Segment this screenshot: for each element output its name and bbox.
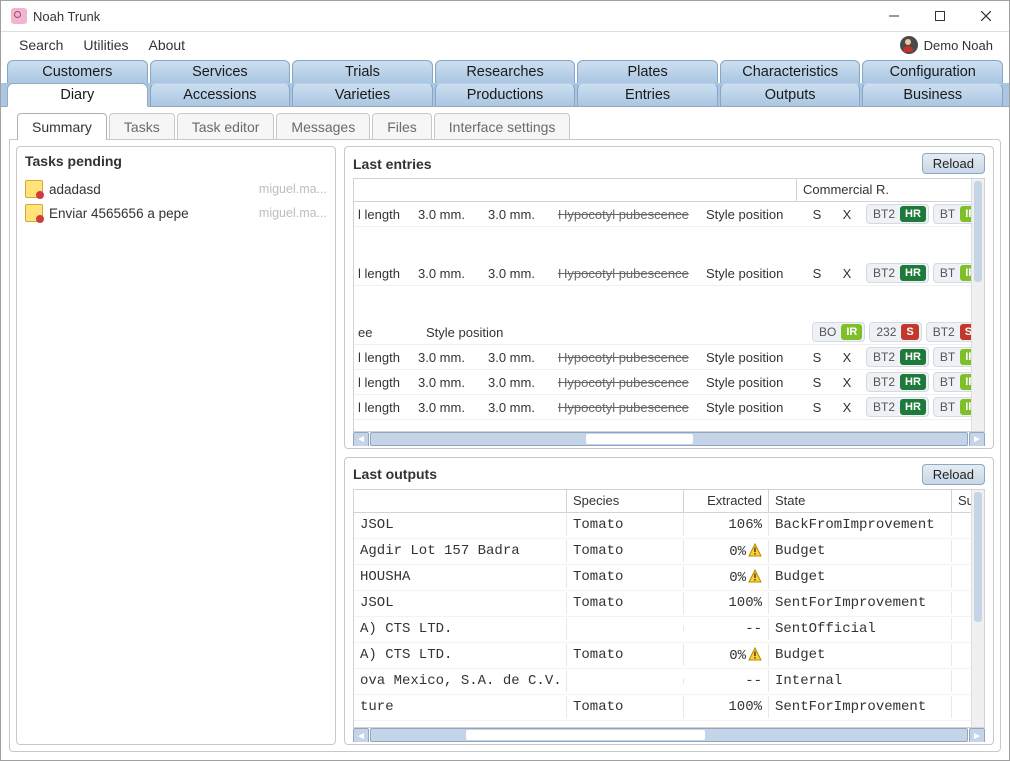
outputs-col-subject[interactable]: Subject	[952, 490, 972, 512]
tab-business[interactable]: Business	[862, 83, 1003, 107]
titlebar: Noah Trunk	[1, 1, 1009, 32]
task-owner: miguel.ma...	[259, 182, 327, 196]
window-title: Noah Trunk	[33, 9, 100, 24]
entries-header-commercial: Commercial R.	[797, 179, 972, 201]
resistance-badge: BTIR	[933, 397, 972, 417]
resistance-badge: BTIR	[933, 263, 972, 283]
task-list: adadasdmiguel.ma...Enviar 4565656 a pepe…	[17, 173, 335, 744]
output-row[interactable]: A) CTS LTD.--SentOfficial	[354, 617, 972, 643]
app-icon	[11, 8, 27, 24]
outputs-col-name[interactable]	[354, 490, 567, 512]
task-icon	[25, 180, 43, 198]
outputs-hscroll[interactable]: ◄ ►	[353, 728, 985, 742]
output-row[interactable]: JSOLTomato106%BackFromImprovement	[354, 513, 972, 539]
resistance-badge: BT2HR	[866, 263, 929, 283]
tasks-title: Tasks pending	[25, 153, 122, 169]
primary-tabs-row2: DiaryAccessionsVarietiesProductionsEntri…	[1, 83, 1009, 107]
tab-accessions[interactable]: Accessions	[150, 83, 291, 107]
tab-outputs[interactable]: Outputs	[720, 83, 861, 107]
task-icon	[25, 204, 43, 222]
warning-icon	[748, 543, 762, 557]
user-box[interactable]: Demo Noah	[900, 36, 1001, 54]
resistance-badge: BTIR	[933, 372, 972, 392]
resistance-badge: BTIR	[933, 204, 972, 224]
resistance-badge: BOIR	[812, 322, 865, 342]
user-name: Demo Noah	[924, 38, 993, 53]
output-row[interactable]: HOUSHATomato0%Budget	[354, 565, 972, 591]
entry-row[interactable]: l length3.0 mm.3.0 mm.Hypocotyl pubescen…	[354, 345, 972, 370]
close-button[interactable]	[963, 1, 1009, 31]
task-owner: miguel.ma...	[259, 206, 327, 220]
entries-grid[interactable]: Commercial R.l length3.0 mm.3.0 mm.Hypoc…	[354, 179, 972, 431]
entries-hscroll[interactable]: ◄ ►	[353, 432, 985, 446]
primary-tabs-row1: CustomersServicesTrialsResearchesPlatesC…	[1, 58, 1009, 83]
entries-vscroll[interactable]	[971, 179, 984, 431]
outputs-panel: Last outputs Reload SpeciesExtractedStat…	[344, 457, 994, 745]
resistance-badge: 232S	[869, 322, 921, 342]
output-row[interactable]: JSOLTomato100%SentForImprovement	[354, 591, 972, 617]
output-row[interactable]: tureTomato100%SentForImprovement	[354, 695, 972, 721]
task-item[interactable]: adadasd miguel.ma...	[23, 177, 329, 201]
subtab-files[interactable]: Files	[372, 113, 432, 140]
outputs-col-extracted[interactable]: Extracted	[684, 490, 769, 512]
subtab-task-editor[interactable]: Task editor	[177, 113, 275, 140]
avatar-icon	[900, 36, 918, 54]
menu-utilities[interactable]: Utilities	[73, 35, 138, 55]
summary-body: Tasks pending adadasdmiguel.ma...Enviar …	[9, 139, 1001, 752]
subtab-messages[interactable]: Messages	[276, 113, 370, 140]
sub-tabs: SummaryTasksTask editorMessagesFilesInte…	[9, 113, 1001, 140]
tab-trials[interactable]: Trials	[292, 60, 433, 83]
resistance-badge: BT2HR	[866, 397, 929, 417]
output-row[interactable]: Agdir Lot 157 BadraTomato0%Budget	[354, 539, 972, 565]
tab-configuration[interactable]: Configuration	[862, 60, 1003, 83]
outputs-grid[interactable]: SpeciesExtractedStateSubjectJSOLTomato10…	[354, 490, 972, 727]
resistance-badge: BT2S	[926, 322, 972, 342]
subtab-interface-settings[interactable]: Interface settings	[434, 113, 571, 140]
task-item[interactable]: Enviar 4565656 a pepe miguel.ma...	[23, 201, 329, 225]
task-label: Enviar 4565656 a pepe	[49, 206, 253, 221]
task-label: adadasd	[49, 182, 253, 197]
resistance-badge: BT2HR	[866, 204, 929, 224]
tab-customers[interactable]: Customers	[7, 60, 148, 83]
entries-panel: Last entries Reload Commercial R.l lengt…	[344, 146, 994, 449]
tab-varieties[interactable]: Varieties	[292, 83, 433, 107]
entry-row[interactable]: l length3.0 mm.3.0 mm.Hypocotyl pubescen…	[354, 395, 972, 420]
entries-reload-button[interactable]: Reload	[922, 153, 985, 174]
minimize-button[interactable]	[871, 1, 917, 31]
subtab-summary[interactable]: Summary	[17, 113, 107, 140]
resistance-badge: BTIR	[933, 347, 972, 367]
tab-researches[interactable]: Researches	[435, 60, 576, 83]
outputs-vscroll[interactable]	[971, 490, 984, 727]
entry-row[interactable]: l length3.0 mm.3.0 mm.Hypocotyl pubescen…	[354, 370, 972, 395]
window: Noah Trunk Search Utilities About Demo N…	[0, 0, 1010, 761]
output-row[interactable]: ova Mexico, S.A. de C.V.--Internal	[354, 669, 972, 695]
menu-about[interactable]: About	[138, 35, 195, 55]
resistance-badge: BT2HR	[866, 372, 929, 392]
entry-row[interactable]: l length3.0 mm.3.0 mm.Hypocotyl pubescen…	[354, 202, 972, 227]
entry-row[interactable]: l length3.0 mm.3.0 mm.Hypocotyl pubescen…	[354, 261, 972, 286]
tab-entries[interactable]: Entries	[577, 83, 718, 107]
warning-icon	[748, 569, 762, 583]
tab-diary[interactable]: Diary	[7, 83, 148, 107]
tab-services[interactable]: Services	[150, 60, 291, 83]
output-row[interactable]: A) CTS LTD.Tomato0%Budget	[354, 643, 972, 669]
tasks-panel: Tasks pending adadasdmiguel.ma...Enviar …	[16, 146, 336, 745]
warning-icon	[748, 647, 762, 661]
outputs-reload-button[interactable]: Reload	[922, 464, 985, 485]
outputs-title: Last outputs	[353, 466, 437, 482]
entry-row[interactable]: eeStyle positionBOIR232SBT2S	[354, 320, 972, 345]
menubar: Search Utilities About Demo Noah	[1, 32, 1009, 58]
menu-search[interactable]: Search	[9, 35, 73, 55]
entries-title: Last entries	[353, 156, 432, 172]
resistance-badge: BT2HR	[866, 347, 929, 367]
subtab-tasks[interactable]: Tasks	[109, 113, 175, 140]
outputs-col-state[interactable]: State	[769, 490, 952, 512]
tab-productions[interactable]: Productions	[435, 83, 576, 107]
maximize-button[interactable]	[917, 1, 963, 31]
tab-plates[interactable]: Plates	[577, 60, 718, 83]
tab-characteristics[interactable]: Characteristics	[720, 60, 861, 83]
outputs-col-species[interactable]: Species	[567, 490, 684, 512]
